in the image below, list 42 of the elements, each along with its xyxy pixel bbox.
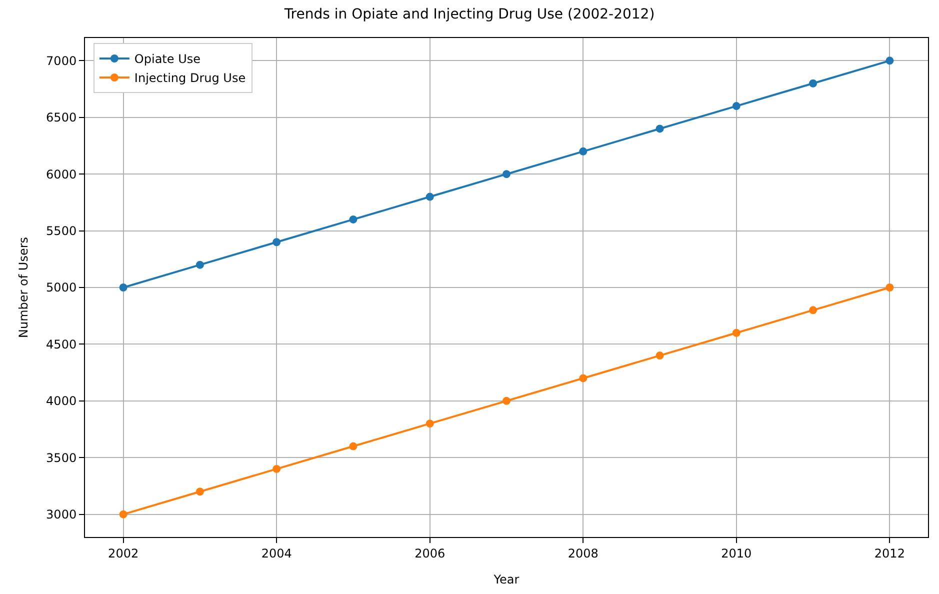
point [579, 374, 588, 382]
point [502, 396, 510, 405]
point [349, 215, 358, 224]
x-tick-label: 2010 [721, 546, 752, 560]
point [809, 306, 818, 314]
point [349, 442, 358, 450]
point [196, 488, 204, 496]
y-tick-label: 6000 [46, 167, 77, 182]
legend-label: Opiate Use [134, 52, 201, 66]
x-axis-title: Year [492, 572, 520, 586]
point [732, 102, 740, 110]
x-tick-label: 2002 [108, 546, 139, 560]
point [426, 420, 434, 428]
point [732, 328, 740, 337]
y-tick-label: 6500 [46, 110, 77, 125]
point [656, 124, 664, 133]
y-tick-label: 5500 [46, 224, 77, 238]
y-tick-label: 7000 [46, 54, 77, 68]
point [196, 260, 204, 269]
point [656, 352, 664, 360]
y-axis-title: Number of Users [16, 236, 30, 338]
point [119, 284, 128, 292]
y-tick-label: 3500 [46, 450, 77, 465]
y-tick-label: 4500 [46, 337, 77, 352]
y-tick-label: 3000 [46, 508, 77, 522]
x-tick-label: 2004 [261, 546, 292, 560]
point [886, 284, 894, 292]
legend-label: Injecting Drug Use [134, 71, 246, 86]
y-tick-label: 5000 [46, 280, 77, 295]
point [272, 464, 281, 473]
point [119, 510, 128, 518]
y-tick-label: 4000 [46, 394, 77, 408]
chart-title: Trends in Opiate and Injecting Drug Use (2002-2012) [283, 6, 655, 23]
point [426, 192, 434, 201]
point [502, 170, 510, 178]
point [272, 238, 281, 246]
point [579, 147, 588, 156]
point [809, 79, 818, 88]
x-tick-label: 2012 [874, 546, 905, 560]
point [886, 56, 894, 65]
x-tick-label: 2008 [568, 546, 598, 560]
x-tick-label: 2006 [414, 546, 446, 560]
